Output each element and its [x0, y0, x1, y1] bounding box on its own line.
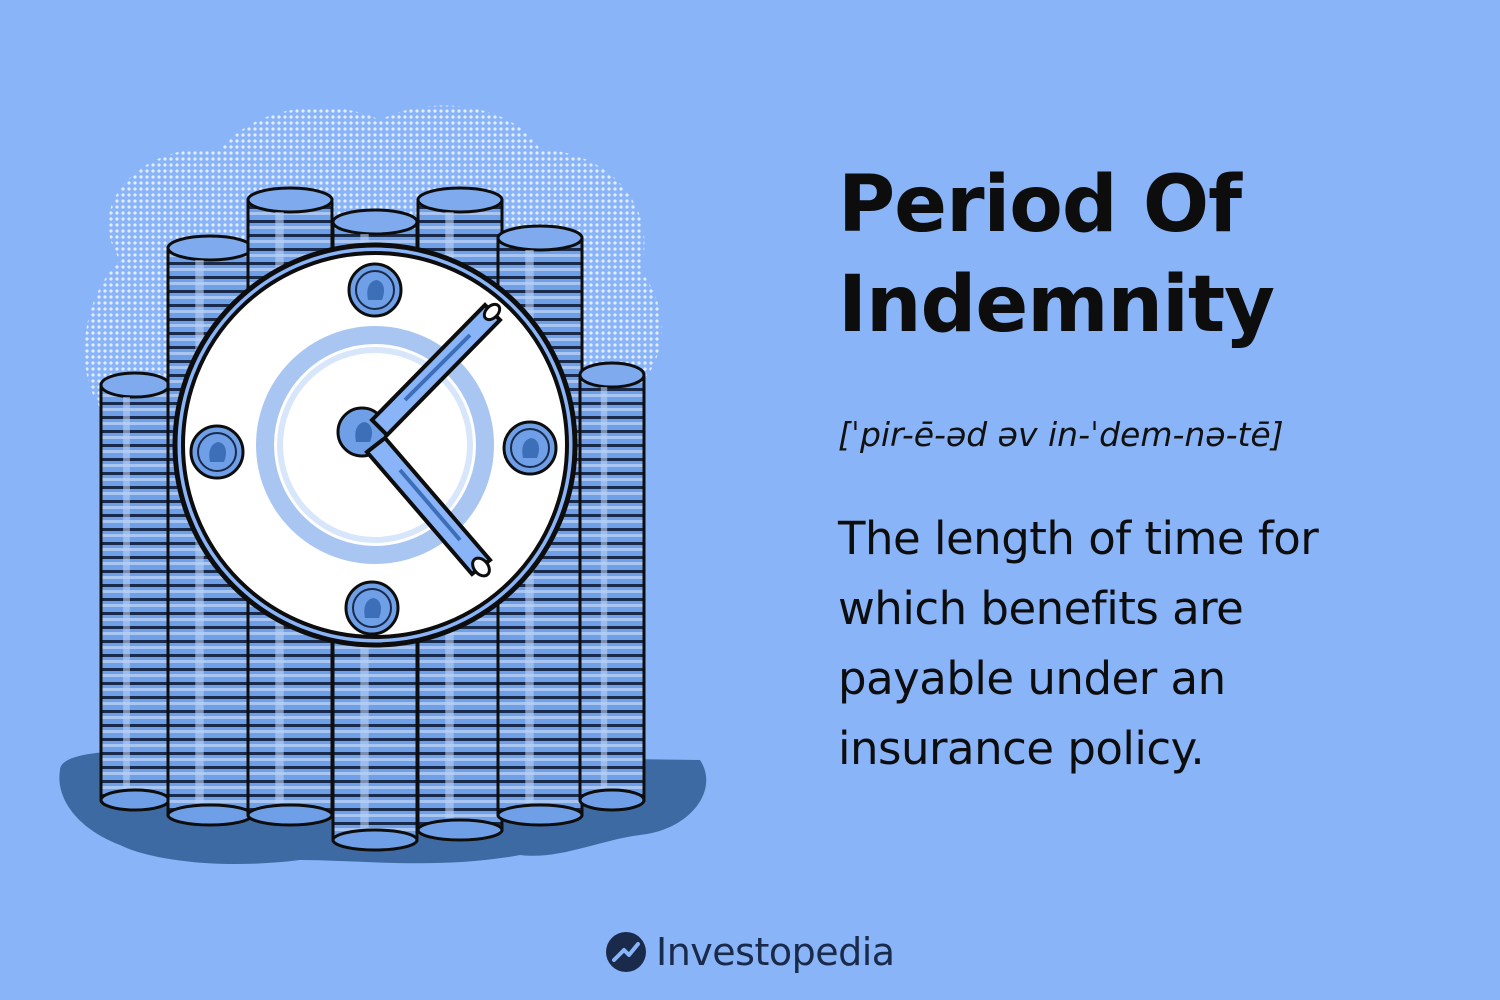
coin-stack	[578, 361, 646, 812]
hour-hand-rolled-bill	[364, 435, 493, 578]
brand-name: Investopedia	[656, 930, 895, 974]
coin-6	[344, 580, 400, 636]
minute-hand-rolled-bill	[369, 302, 503, 438]
investopedia-brand: Investopedia	[604, 930, 895, 974]
term-title-line-1: Period Of	[838, 160, 1242, 250]
coin-3	[502, 420, 558, 476]
text-panel: Period Of Indemnity [ˈpir-ē-əd əv in-ˈde…	[838, 155, 1438, 784]
term-title: Period Of Indemnity	[838, 155, 1438, 355]
clock	[172, 242, 578, 648]
definition: The length of time for which benefits ar…	[838, 512, 1319, 775]
coin-12	[347, 262, 403, 318]
coin-stack	[99, 371, 171, 812]
term-title-line-2: Indemnity	[838, 260, 1275, 350]
pronunciation: [ˈpir-ē-əd əv in-ˈdem-nə-tē]	[838, 415, 1284, 454]
investopedia-logo-icon	[606, 932, 646, 972]
coin-9	[189, 424, 245, 480]
coin-stacks-clock-illustration	[59, 105, 707, 865]
